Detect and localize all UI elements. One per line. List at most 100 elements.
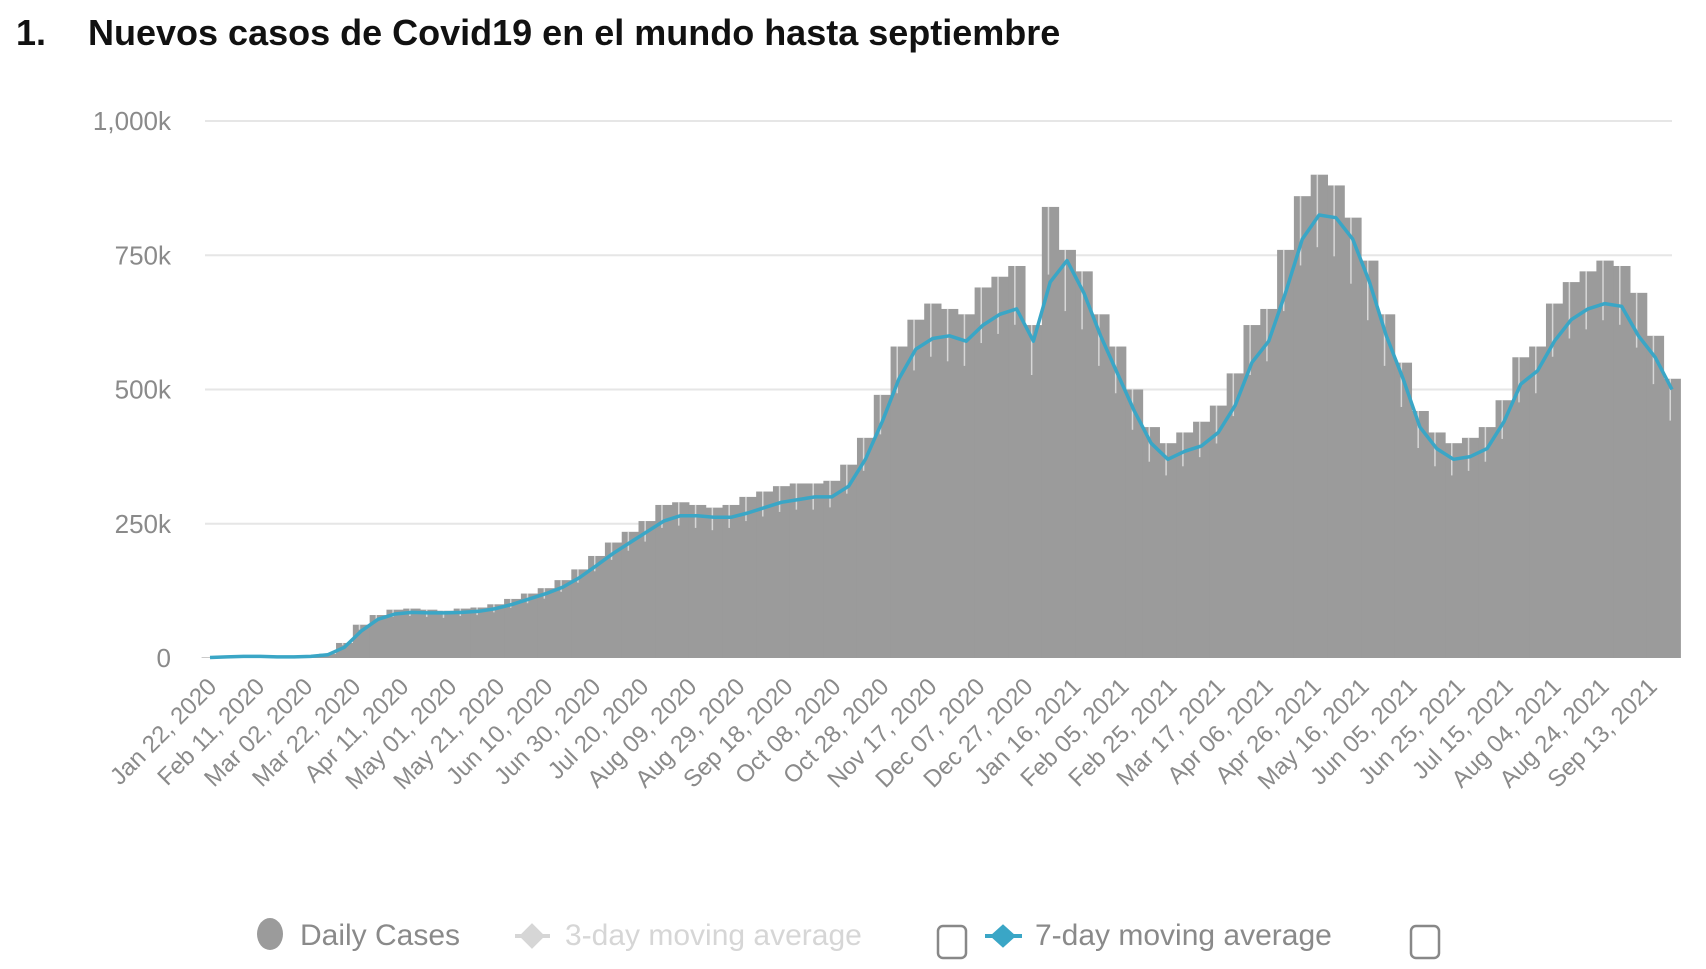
daily-cases-bar [924, 303, 942, 658]
y-tick-label: 500k [115, 375, 172, 405]
daily-cases-bar [873, 394, 892, 658]
legend-item-3-day-average[interactable]: 3-day moving average [515, 919, 968, 960]
daily-cases-bar [1478, 427, 1497, 658]
daily-cases-bar [1041, 206, 1060, 659]
daily-cases-bar-gap [1182, 432, 1184, 467]
daily-cases-bar-gap [1551, 303, 1554, 357]
daily-cases-bar-gap [1501, 400, 1503, 439]
daily-cases-bar [386, 609, 404, 658]
daily-cases-bar [1142, 427, 1160, 658]
daily-cases-bar [1243, 325, 1261, 658]
3-day-average-marker-icon [515, 923, 550, 949]
daily-cases-bar [1596, 260, 1614, 658]
7-day-average-line [209, 213, 1674, 660]
daily-cases-bar-gap [1434, 432, 1436, 467]
daily-cases-bar [907, 319, 925, 658]
daily-cases-bar-gap [1232, 373, 1235, 417]
daily-cases-bar [1176, 432, 1194, 658]
daily-cases-bar-gap [593, 555, 596, 572]
daily-cases-bar [739, 496, 757, 658]
daily-cases-bar [688, 504, 707, 658]
daily-cases-bar [991, 276, 1009, 658]
y-tick-label: 0 [157, 643, 171, 673]
daily-cases-bar [789, 483, 808, 658]
daily-cases-bar-gap [1669, 378, 1671, 421]
daily-cases-bar [941, 308, 959, 658]
daily-cases-bar [1226, 373, 1244, 658]
7-day-average-checkbox[interactable] [1409, 924, 1441, 960]
daily-cases-bar [1613, 265, 1631, 658]
daily-cases-bar-gap [1014, 265, 1016, 325]
daily-cases-bar [722, 504, 740, 658]
daily-cases-bar-gap [778, 486, 781, 512]
daily-cases-bar-gap [980, 287, 982, 344]
daily-cases-bar-gap [1148, 427, 1151, 462]
title-text: Nuevos casos de Covid19 en el mundo hast… [88, 12, 1061, 53]
daily-cases-bar [705, 507, 724, 658]
daily-cases-bar [1293, 196, 1312, 658]
daily-cases-bar-gap [846, 464, 848, 494]
legend-daily-cases-label: Daily Cases [300, 919, 460, 952]
daily-cases-bar [823, 480, 841, 658]
legend-item-7-day-average[interactable]: 7-day moving average [985, 919, 1441, 960]
daily-cases-bar-gap [1282, 249, 1285, 312]
daily-cases-bar-gap [896, 346, 898, 394]
daily-cases-bar-gap [745, 496, 747, 522]
daily-cases-bar [1377, 314, 1396, 658]
daily-cases-bar-gap [577, 569, 579, 583]
daily-cases-bar-gap [1299, 196, 1302, 266]
daily-cases-bar-gap [1198, 421, 1201, 458]
daily-cases-bar [1646, 335, 1665, 658]
daily-cases-bar-gap [711, 507, 714, 531]
daily-cases-bar-gap [879, 394, 882, 435]
3-day-average-checkbox[interactable] [936, 924, 968, 960]
daily-cases-bar [1058, 249, 1076, 658]
daily-cases-bar [1529, 346, 1547, 658]
title-number: 1. [16, 12, 47, 53]
daily-cases-bar [1125, 389, 1144, 658]
daily-cases-bar-gap [375, 615, 378, 622]
daily-cases-bars [201, 174, 1681, 659]
daily-cases-bar [1209, 405, 1228, 658]
daily-cases-bar [1545, 303, 1564, 658]
daily-cases-bar-gap [1400, 362, 1403, 407]
daily-cases-bar-gap [1350, 217, 1352, 284]
daily-cases-bar [504, 598, 522, 658]
daily-cases-bar-gap [1215, 405, 1218, 444]
daily-cases-bar-gap [1484, 427, 1487, 462]
y-tick-label: 1,000k [93, 106, 172, 136]
daily-cases-bar-gap [678, 502, 680, 526]
daily-cases-bar-gap [1652, 335, 1655, 385]
daily-cases-bar-gap [341, 642, 344, 646]
daily-cases-bar [890, 346, 908, 658]
daily-cases-bar [655, 504, 673, 658]
daily-cases-bar [1075, 271, 1093, 658]
daily-cases-bar [672, 502, 690, 658]
daily-cases-bar [520, 593, 539, 658]
daily-cases-bar-gap [862, 437, 865, 471]
daily-cases-bar-gap [1383, 314, 1386, 366]
daily-cases-bar [1445, 443, 1463, 658]
daily-cases-bar-gap [1081, 271, 1083, 330]
daily-cases-bar [554, 580, 572, 658]
y-axis: 0 250k 500k 750k 1,000k [93, 106, 172, 673]
daily-cases-bar [638, 521, 656, 658]
daily-cases-bar-gap [358, 624, 361, 630]
daily-cases-bar [1109, 346, 1127, 658]
daily-cases-bar [1579, 271, 1597, 658]
daily-cases-bar [1394, 362, 1413, 658]
daily-cases-bar [369, 615, 387, 658]
legend-item-daily-cases[interactable]: Daily Cases [257, 918, 460, 952]
daily-cases-bar-gap [1064, 249, 1067, 312]
daily-cases-bar [1663, 378, 1681, 658]
daily-cases-bar-gap [829, 480, 831, 508]
daily-cases-bar [1428, 432, 1446, 658]
daily-cases-bar-gap [930, 303, 932, 357]
daily-cases-bar [856, 437, 875, 658]
legend-7-day-average-label: 7-day moving average [1035, 919, 1332, 952]
legend: Daily Cases 3-day moving average 7-day m… [257, 918, 1441, 960]
daily-cases-bar-gap [1417, 410, 1419, 449]
daily-cases-bar-gap [1266, 308, 1268, 362]
daily-cases-bar [957, 314, 976, 658]
